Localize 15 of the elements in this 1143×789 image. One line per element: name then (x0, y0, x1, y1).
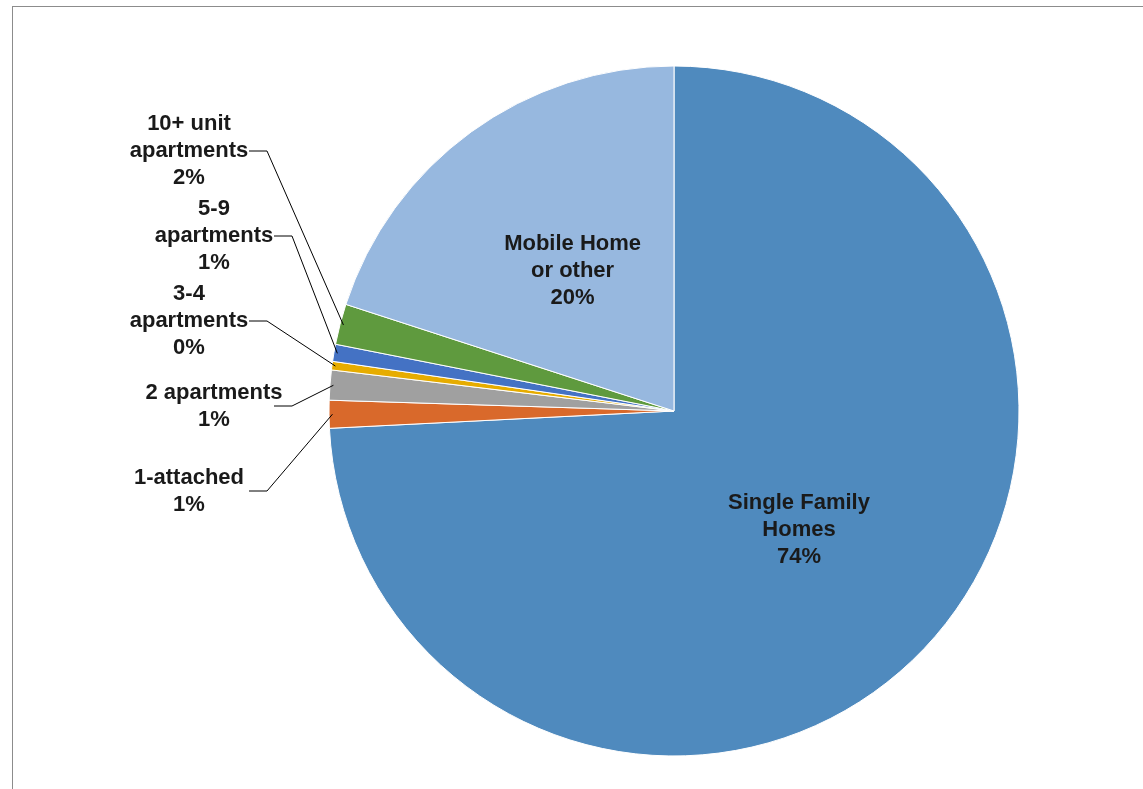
slice-label: Single Family Homes (728, 488, 871, 541)
slice-label: Mobile Home or other (504, 230, 642, 283)
data-label: 2% (173, 163, 205, 189)
data-label: 74% (776, 542, 822, 568)
slice-label: 10+ unit apartments (129, 109, 249, 162)
data-label: 1% (198, 405, 230, 431)
pie-slice (328, 65, 1020, 757)
data-label: 20% (550, 284, 595, 310)
slice-label: 3-4 apartments (129, 279, 249, 332)
slice-label: 5-9 apartments (154, 194, 274, 247)
data-label: 1% (198, 248, 230, 274)
data-label: 0% (173, 333, 205, 359)
data-label: 1% (173, 490, 205, 516)
slice-label: 2 apartments (145, 378, 283, 404)
slice-label: 1-attached (133, 463, 245, 489)
